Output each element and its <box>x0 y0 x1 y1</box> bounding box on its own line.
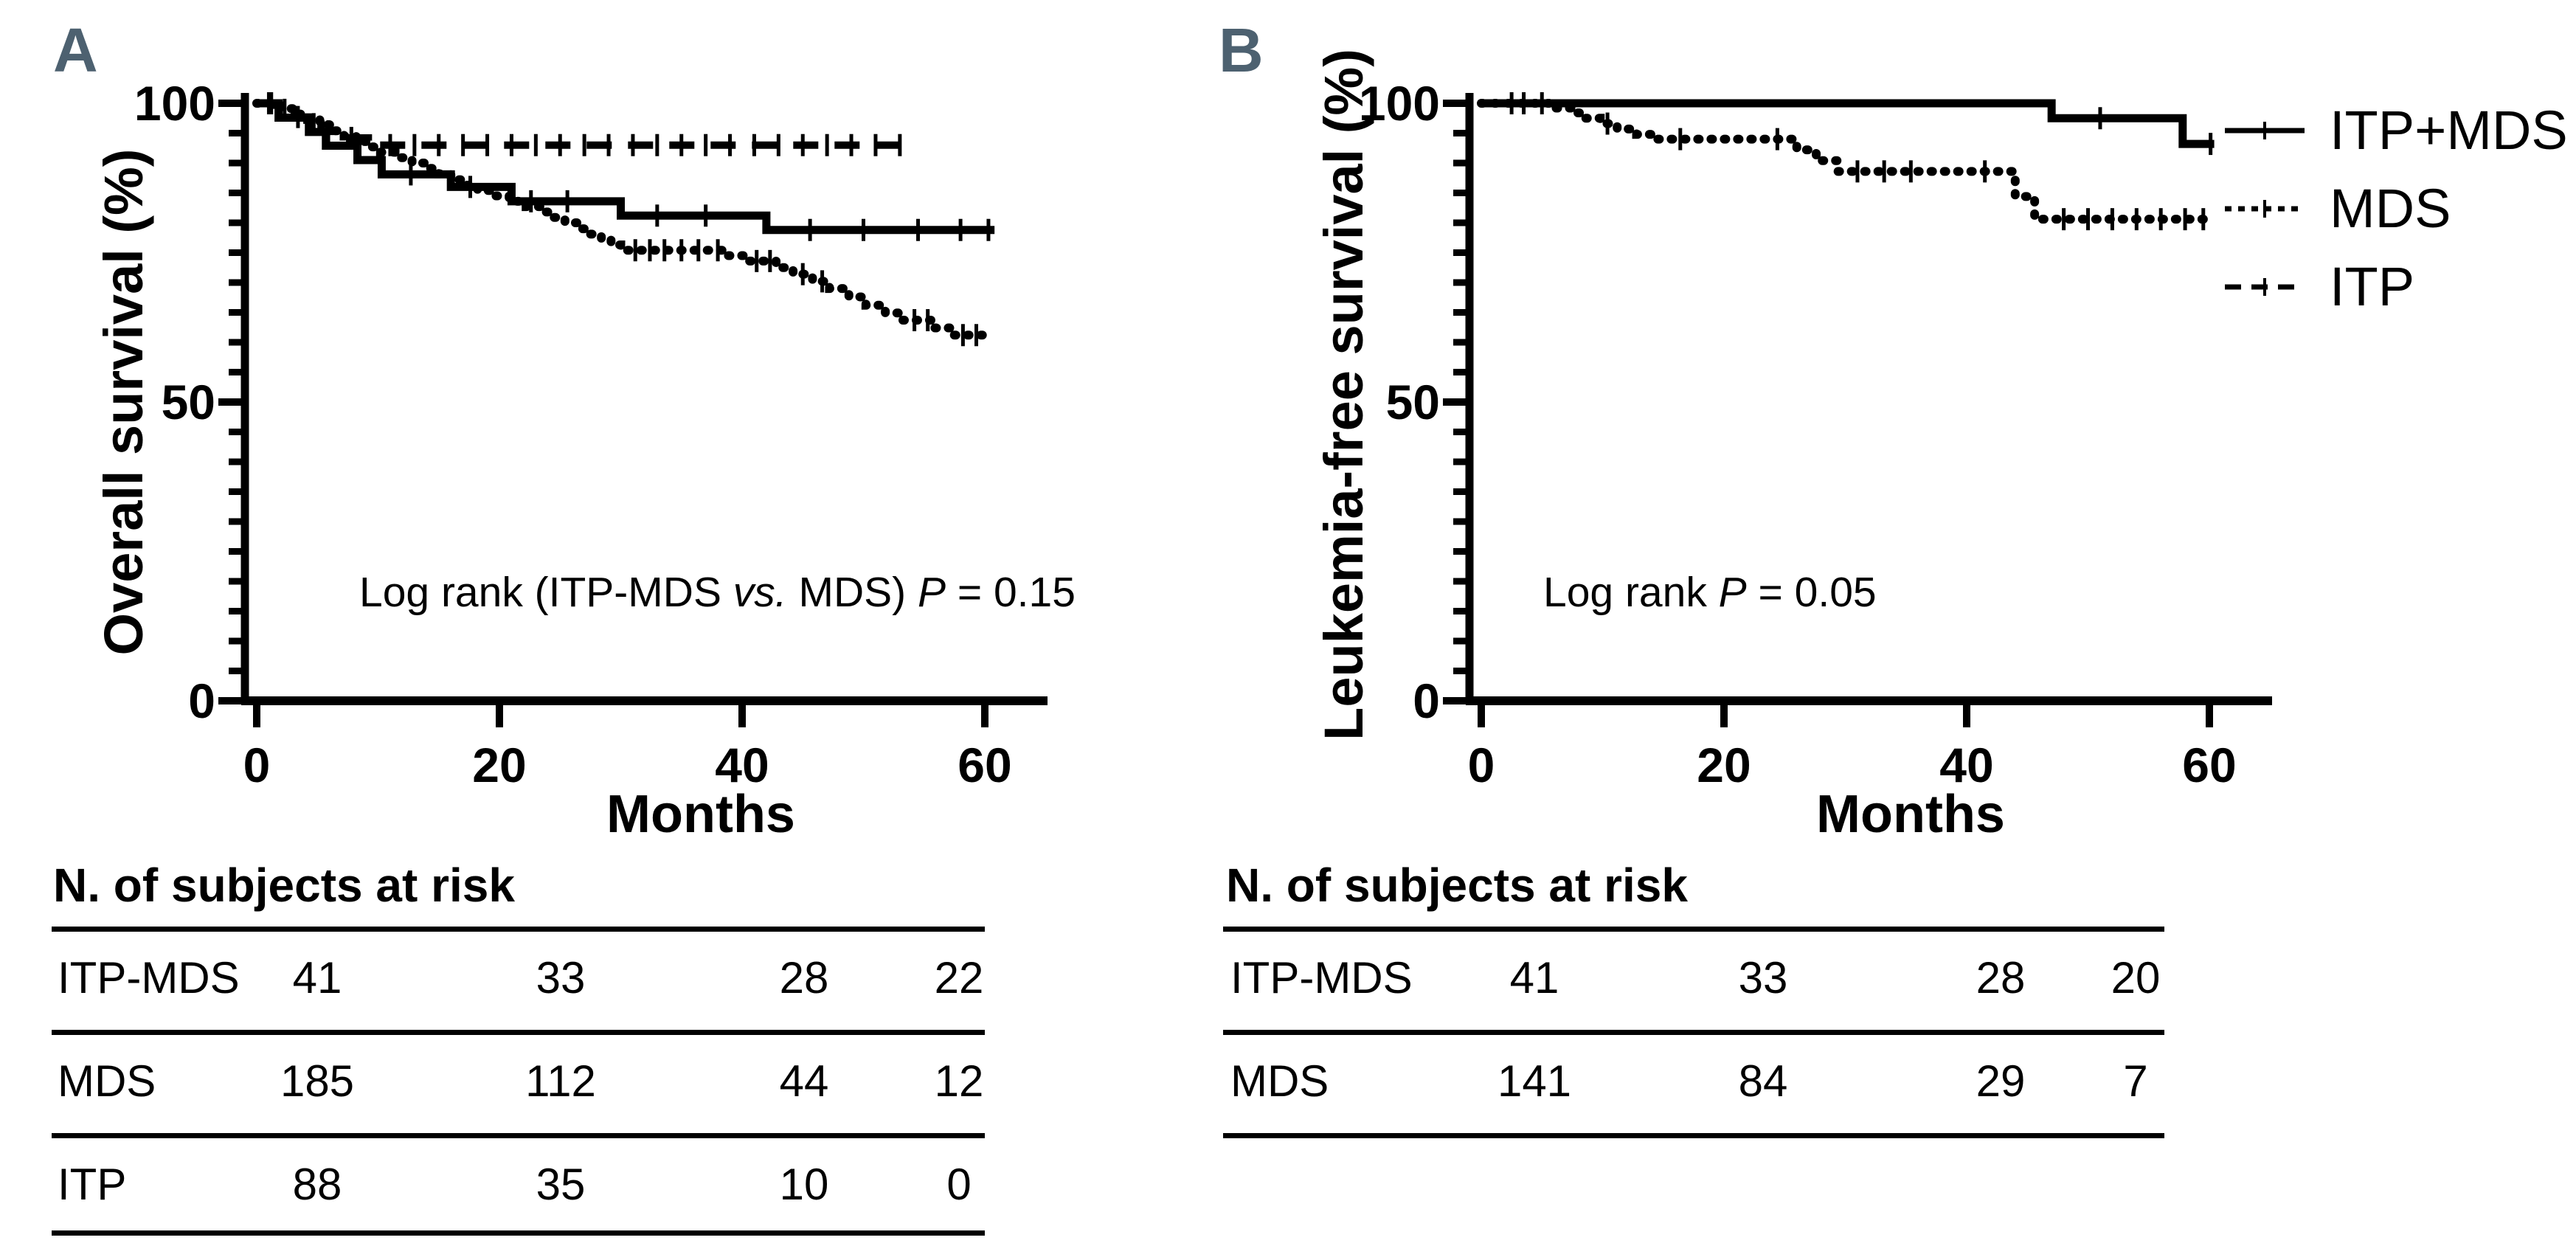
risk-cell-value: 44 <box>779 1056 829 1106</box>
annotation-italic-text: P <box>917 569 946 616</box>
risk-row-label: ITP-MDS <box>1230 953 1413 1003</box>
x-axis-title-b: Months <box>1816 785 2005 844</box>
km-curve-itp-mds <box>1481 99 2215 148</box>
annotation-text: = 0.15 <box>946 569 1076 616</box>
risk-cell-value: 112 <box>525 1056 596 1106</box>
risk-cell-value: 33 <box>536 953 586 1003</box>
risk-cell-value: 28 <box>1976 953 2026 1003</box>
risk-row-label: ITP <box>58 1160 127 1209</box>
risk-cell-value: 33 <box>1738 953 1788 1003</box>
y-tick-label: 100 <box>1359 76 1440 131</box>
x-tick-label: 60 <box>2182 738 2236 792</box>
legend-label-itp: ITP <box>2330 256 2415 317</box>
risk-cell-value: 22 <box>934 953 984 1003</box>
risk-cell-value: 28 <box>779 953 829 1003</box>
risk-row-label: MDS <box>1230 1056 1329 1106</box>
legend-label-mds: MDS <box>2330 178 2451 239</box>
risk-cell-value: 141 <box>1497 1056 1572 1106</box>
legend-item-itp: ITP <box>2220 259 2414 315</box>
x-tick-label: 0 <box>1468 738 1495 792</box>
km-curve-itp-mds <box>257 99 995 235</box>
y-tick-label: 50 <box>162 375 215 429</box>
risk-cell-value: 41 <box>1509 953 1559 1003</box>
legend-line-dotted-icon <box>2225 200 2305 218</box>
y-tick-label: 0 <box>1413 674 1440 728</box>
x-tick-label: 40 <box>1939 738 1993 792</box>
x-tick-label: 0 <box>243 738 271 792</box>
annotation-italic-text: P <box>1718 569 1747 616</box>
risk-cell-value: 10 <box>779 1160 829 1209</box>
risk-cell-value: 41 <box>292 953 342 1003</box>
km-curve-itp <box>257 100 910 149</box>
risk-table-rule <box>52 1133 985 1138</box>
risk-table-title-a: N. of subjects at risk <box>53 859 515 912</box>
risk-cell-value: 7 <box>2123 1056 2148 1106</box>
logrank-annotation-a: Log rank (ITP-MDS vs. MDS) P = 0.15 <box>359 569 1076 616</box>
risk-row-label: ITP-MDS <box>58 953 240 1003</box>
risk-cell-value: 0 <box>946 1160 972 1209</box>
legend-label-itp-mds: ITP+MDS <box>2330 100 2568 161</box>
panel-label-b: B <box>1219 15 1264 85</box>
risk-table-rule <box>52 1030 985 1035</box>
risk-cell-value: 12 <box>934 1056 984 1106</box>
y-tick-label: 0 <box>188 674 215 728</box>
y-axis-title-b: Leukemia-free survival (%) <box>1313 49 1374 741</box>
y-tick-label: 100 <box>134 76 215 131</box>
x-tick-label: 40 <box>715 738 769 792</box>
risk-table-rule <box>52 927 985 932</box>
y-tick-label: 50 <box>1386 375 1440 429</box>
legend-item-mds: MDS <box>2220 181 2451 237</box>
panel-label-a: A <box>53 15 98 85</box>
risk-table-rule <box>1223 1030 2164 1035</box>
risk-cell-value: 84 <box>1738 1056 1788 1106</box>
risk-table-rule <box>1223 927 2164 932</box>
annotation-italic-text: vs. <box>733 569 787 616</box>
risk-cell-value: 88 <box>292 1160 342 1209</box>
annotation-text: Log rank <box>1543 569 1719 616</box>
logrank-annotation-b: Log rank P = 0.05 <box>1543 569 1877 616</box>
risk-cell-value: 35 <box>536 1160 586 1209</box>
y-axis-title-a: Overall survival (%) <box>93 148 154 656</box>
risk-table-rule <box>52 1230 985 1236</box>
x-tick-label: 20 <box>1697 738 1751 792</box>
risk-cell-value: 29 <box>1976 1056 2026 1106</box>
risk-table-rule <box>1223 1133 2164 1138</box>
annotation-text: Log rank (ITP-MDS <box>359 569 733 616</box>
annotation-text: = 0.05 <box>1746 569 1877 616</box>
x-axis-title-a: Months <box>606 785 795 844</box>
legend-item-itp-mds: ITP+MDS <box>2220 103 2568 159</box>
risk-table-title-b: N. of subjects at risk <box>1226 859 1688 912</box>
legend-line-dashed-icon <box>2225 278 2305 296</box>
x-tick-label: 60 <box>958 738 1011 792</box>
legend-line-solid-icon <box>2225 122 2305 139</box>
risk-cell-value: 185 <box>280 1056 355 1106</box>
x-tick-label: 20 <box>472 738 526 792</box>
risk-row-label: MDS <box>58 1056 156 1106</box>
annotation-text: MDS) <box>786 569 918 616</box>
risk-cell-value: 20 <box>2111 953 2161 1003</box>
